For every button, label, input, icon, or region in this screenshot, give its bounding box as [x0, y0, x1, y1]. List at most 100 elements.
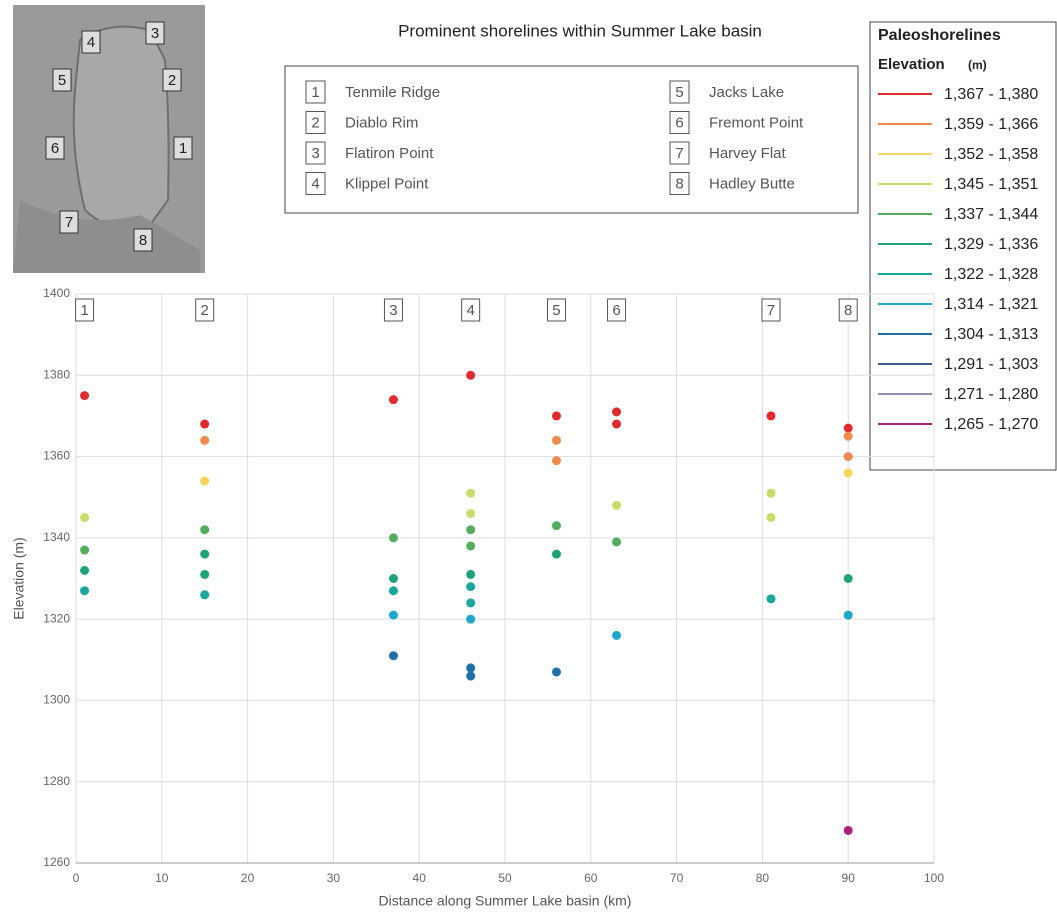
- point: [612, 501, 621, 510]
- site-list-name: Fremont Point: [709, 114, 804, 131]
- point: [466, 672, 475, 681]
- site-number: 7: [767, 302, 775, 319]
- y-tick-label: 1260: [43, 855, 70, 869]
- chart-title: Prominent shorelines within Summer Lake …: [398, 21, 762, 40]
- map-site-number: 2: [168, 72, 176, 89]
- y-tick-label: 1380: [43, 367, 70, 381]
- point: [766, 489, 775, 498]
- legend-label: 1,322 - 1,328: [944, 266, 1038, 283]
- map-basin: [74, 27, 169, 228]
- point: [389, 574, 398, 583]
- point: [552, 411, 561, 420]
- site-list-name: Tenmile Ridge: [345, 84, 440, 101]
- site-number: 4: [467, 302, 475, 319]
- site-list-name: Diablo Rim: [345, 114, 418, 131]
- site-number: 1: [80, 302, 88, 319]
- site-number: 3: [389, 302, 397, 319]
- point: [612, 407, 621, 416]
- map-site-number: 5: [58, 72, 66, 89]
- site-list-name: Klippel Point: [345, 175, 429, 192]
- legend-subtitle: Elevation: [878, 56, 945, 73]
- legend-label: 1,291 - 1,303: [944, 356, 1038, 373]
- site-list-number: 2: [311, 114, 319, 131]
- point: [389, 395, 398, 404]
- point: [389, 533, 398, 542]
- point: [200, 420, 209, 429]
- site-number: 2: [201, 302, 209, 319]
- legend-label: 1,314 - 1,321: [944, 296, 1038, 313]
- y-tick-label: 1340: [43, 530, 70, 544]
- point: [466, 598, 475, 607]
- point: [389, 586, 398, 595]
- x-tick-label: 80: [756, 871, 770, 885]
- point: [466, 615, 475, 624]
- point: [389, 611, 398, 620]
- point: [466, 489, 475, 498]
- x-tick-label: 50: [498, 871, 512, 885]
- site-list-number: 1: [311, 84, 319, 101]
- point: [552, 436, 561, 445]
- y-tick-label: 1300: [43, 693, 70, 707]
- point: [200, 570, 209, 579]
- site-list-name: Harvey Flat: [709, 145, 787, 162]
- x-tick-label: 0: [73, 871, 80, 885]
- point: [466, 663, 475, 672]
- y-tick-label: 1320: [43, 611, 70, 625]
- point: [552, 667, 561, 676]
- site-list-number: 8: [675, 175, 683, 192]
- site-number: 5: [552, 302, 560, 319]
- legend-label: 1,265 - 1,270: [944, 416, 1038, 433]
- point: [844, 432, 853, 441]
- site-list-number: 6: [675, 114, 683, 131]
- point: [389, 651, 398, 660]
- map-site-number: 7: [65, 214, 73, 231]
- map-site-number: 6: [51, 140, 59, 157]
- point: [466, 371, 475, 380]
- y-tick-label: 1400: [43, 286, 70, 300]
- point: [844, 424, 853, 433]
- x-tick-label: 40: [413, 871, 427, 885]
- point: [200, 436, 209, 445]
- point: [466, 570, 475, 579]
- legend-label: 1,337 - 1,344: [944, 206, 1038, 223]
- point: [200, 476, 209, 485]
- point: [80, 391, 89, 400]
- point: [612, 420, 621, 429]
- site-list-number: 4: [311, 175, 319, 192]
- legend-label: 1,271 - 1,280: [944, 386, 1038, 403]
- point: [466, 509, 475, 518]
- point: [80, 546, 89, 555]
- x-tick-label: 60: [584, 871, 598, 885]
- y-tick-label: 1280: [43, 774, 70, 788]
- legend-label: 1,329 - 1,336: [944, 236, 1038, 253]
- legend-label: 1,345 - 1,351: [944, 176, 1038, 193]
- point: [80, 586, 89, 595]
- point: [200, 550, 209, 559]
- point: [552, 550, 561, 559]
- point: [552, 521, 561, 530]
- x-tick-label: 90: [842, 871, 856, 885]
- map-inset: 12345678: [13, 5, 205, 273]
- point: [200, 525, 209, 534]
- site-list-name: Flatiron Point: [345, 145, 434, 162]
- point: [844, 452, 853, 461]
- point: [766, 594, 775, 603]
- point: [466, 582, 475, 591]
- point: [844, 574, 853, 583]
- point: [612, 537, 621, 546]
- site-number: 8: [844, 302, 852, 319]
- point: [844, 611, 853, 620]
- x-axis-label: Distance along Summer Lake basin (km): [379, 893, 632, 909]
- point: [612, 631, 621, 640]
- map-site-number: 4: [87, 34, 95, 51]
- point: [200, 590, 209, 599]
- point: [466, 541, 475, 550]
- legend-unit: (m): [968, 58, 987, 72]
- site-list-number: 3: [311, 145, 319, 162]
- map-site-number: 1: [179, 140, 187, 157]
- map-site-number: 8: [139, 232, 147, 249]
- x-tick-label: 30: [327, 871, 341, 885]
- point: [466, 525, 475, 534]
- legend-label: 1,367 - 1,380: [944, 86, 1038, 103]
- point: [844, 826, 853, 835]
